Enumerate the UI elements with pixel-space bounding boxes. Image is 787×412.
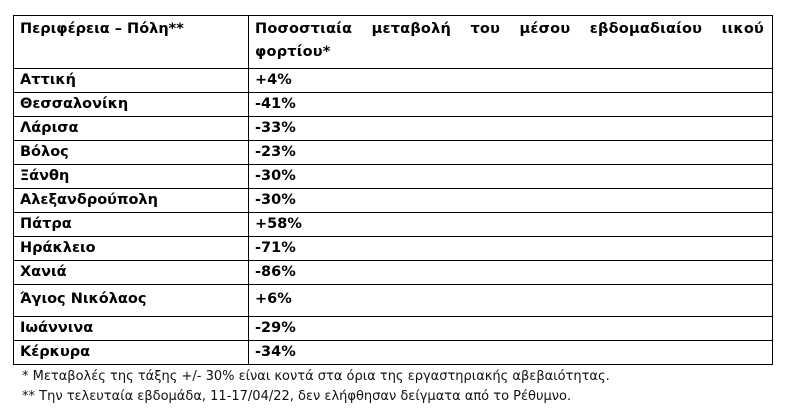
change-cell: +6% xyxy=(248,284,773,317)
table-row: Αττική +4% xyxy=(13,68,773,93)
city-cell: Ξάνθη xyxy=(13,164,249,189)
table-header-row: Περιφέρεια – Πόλη** Ποσοστιαία μεταβολή … xyxy=(13,15,773,69)
table-row: Ξάνθη -30% xyxy=(13,164,773,189)
table-row: Ηράκλειο -71% xyxy=(13,236,773,261)
city-cell: Κέρκυρα xyxy=(13,340,249,365)
table-row: Θεσσαλονίκη -41% xyxy=(13,92,773,117)
city-cell: Θεσσαλονίκη xyxy=(13,92,249,117)
viral-load-table: Περιφέρεια – Πόλη** Ποσοστιαία μεταβολή … xyxy=(13,15,773,365)
footnote-uncertainty: * Μεταβολές της τάξης +/- 30% είναι κοντ… xyxy=(22,369,610,384)
table-row: Λάρισα -33% xyxy=(13,116,773,141)
change-cell: -34% xyxy=(248,340,773,365)
table-row: Ιωάννινα -29% xyxy=(13,316,773,341)
city-cell: Ιωάννινα xyxy=(13,316,249,341)
city-cell: Ηράκλειο xyxy=(13,236,249,261)
change-cell: -33% xyxy=(248,116,773,141)
footnotes: * Μεταβολές της τάξης +/- 30% είναι κοντ… xyxy=(22,367,610,407)
change-cell: +58% xyxy=(248,212,773,237)
city-cell: Χανιά xyxy=(13,260,249,285)
city-cell: Άγιος Νικόλαος xyxy=(13,284,249,317)
footnote-rethymno: ** Την τελευταία εβδομάδα, 11-17/04/22, … xyxy=(22,389,572,404)
change-cell: +4% xyxy=(248,68,773,93)
table-row: Βόλος -23% xyxy=(13,140,773,165)
change-cell: -41% xyxy=(248,92,773,117)
table-row: Κέρκυρα -34% xyxy=(13,340,773,365)
change-cell: -29% xyxy=(248,316,773,341)
table-row: Άγιος Νικόλαος +6% xyxy=(13,284,773,317)
change-cell: -23% xyxy=(248,140,773,165)
table-row: Χανιά -86% xyxy=(13,260,773,285)
table-row: Πάτρα +58% xyxy=(13,212,773,237)
change-cell: -30% xyxy=(248,164,773,189)
city-cell: Λάρισα xyxy=(13,116,249,141)
city-cell: Πάτρα xyxy=(13,212,249,237)
city-cell: Αττική xyxy=(13,68,249,93)
city-cell: Βόλος xyxy=(13,140,249,165)
header-region: Περιφέρεια – Πόλη** xyxy=(13,15,249,69)
table-row: Αλεξανδρούπολη -30% xyxy=(13,188,773,213)
city-cell: Αλεξανδρούπολη xyxy=(13,188,249,213)
change-cell: -30% xyxy=(248,188,773,213)
change-cell: -71% xyxy=(248,236,773,261)
header-change: Ποσοστιαία μεταβολή του μέσου εβδομαδιαί… xyxy=(248,15,773,69)
change-cell: -86% xyxy=(248,260,773,285)
